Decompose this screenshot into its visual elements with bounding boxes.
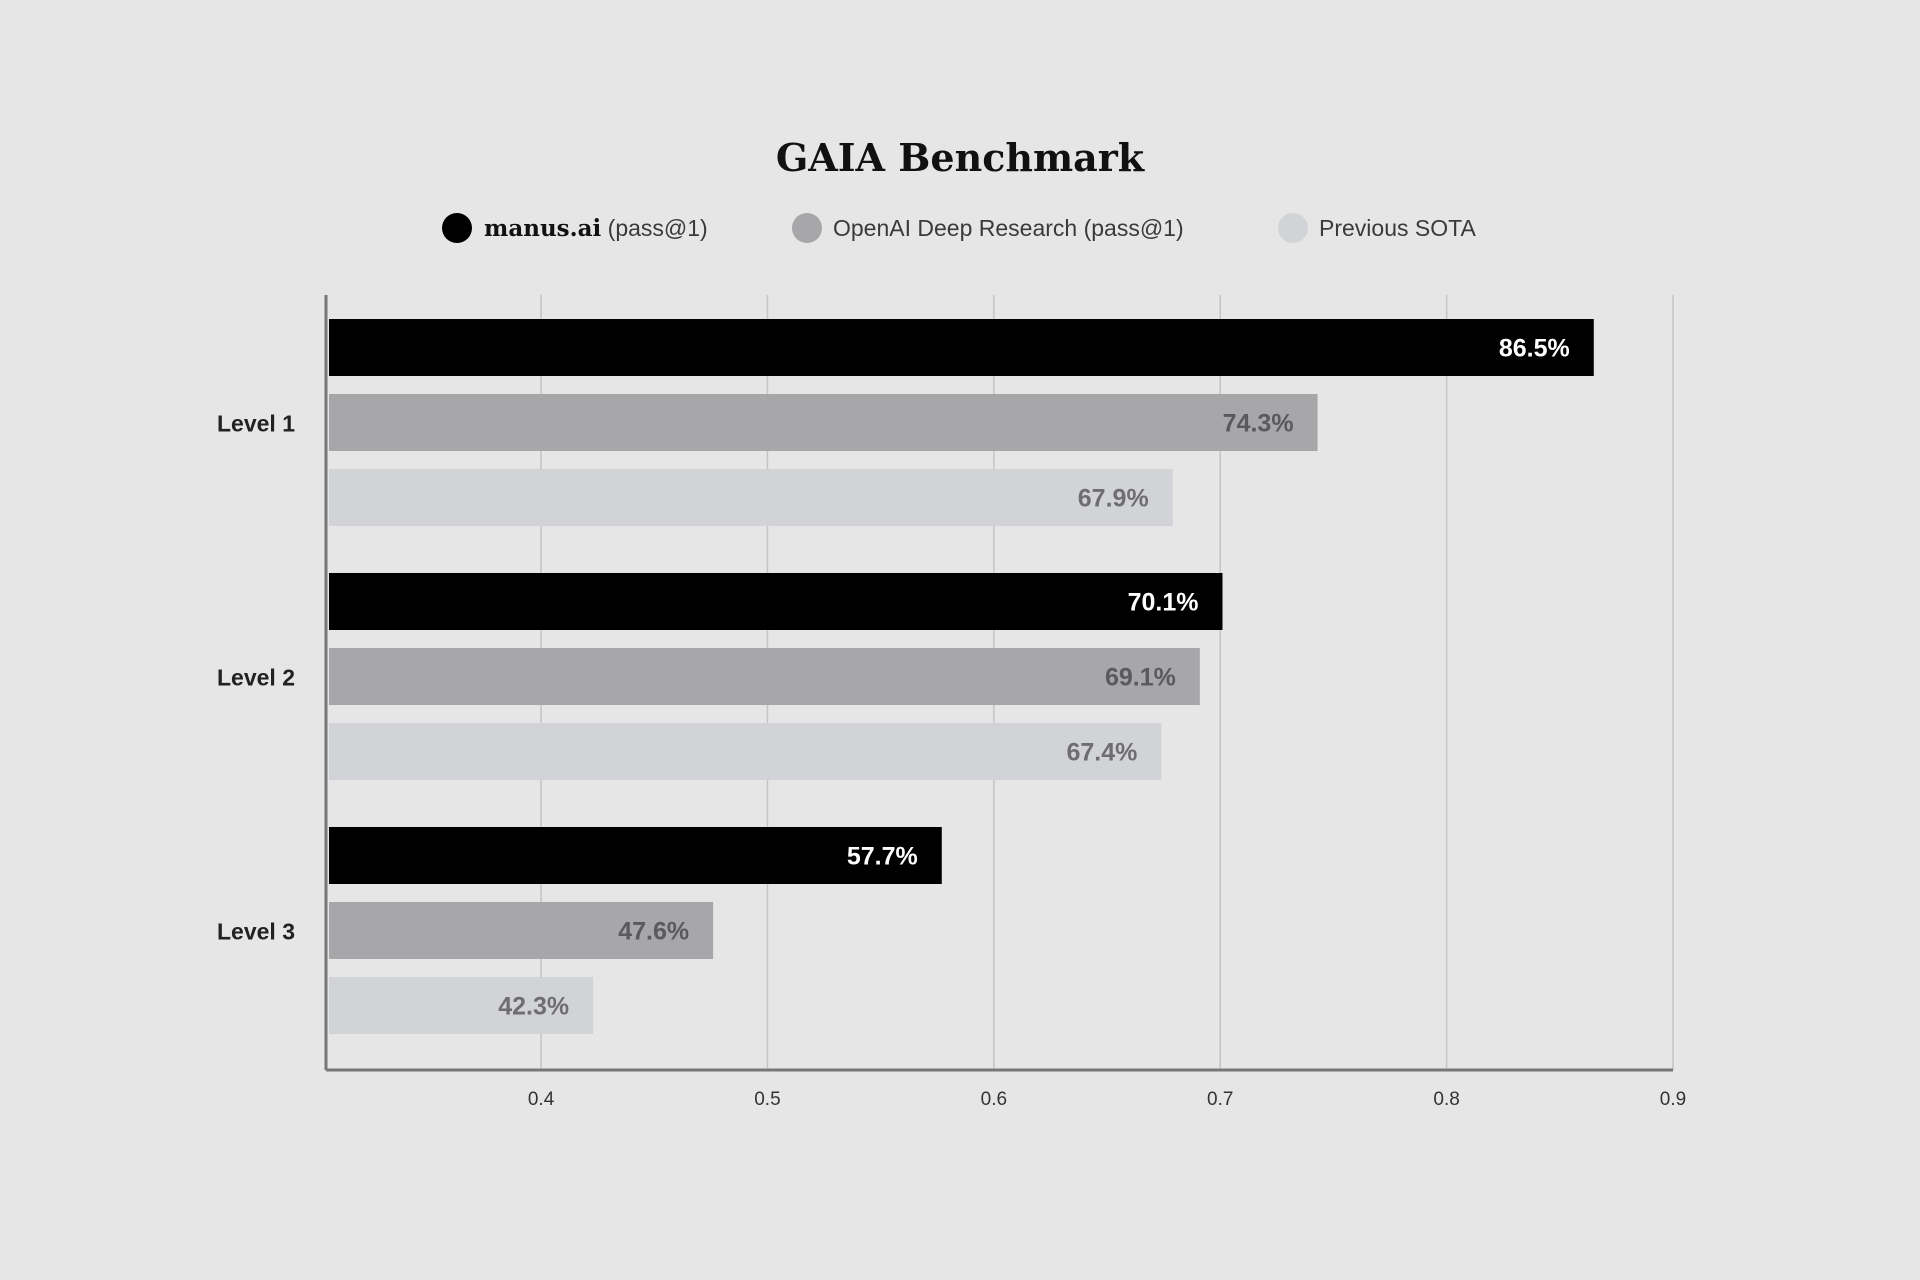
bar [329, 573, 1223, 630]
category-label: Level 3 [217, 919, 295, 945]
legend-label: manus.ai (pass@1) [484, 215, 708, 242]
data-label: 47.6% [618, 918, 689, 946]
category-label: Level 1 [217, 411, 295, 437]
x-tick-label: 0.5 [754, 1089, 780, 1110]
legend-suffix: (pass@1) [608, 215, 708, 241]
axes [324, 295, 1673, 1072]
x-tick-label: 0.9 [1660, 1089, 1686, 1110]
data-label: 74.3% [1223, 410, 1294, 438]
data-label: 67.9% [1078, 485, 1149, 513]
bar [329, 319, 1594, 376]
bars: 86.5% 74.3% 67.9% 70.1% 69.1% 67.4% 57.7% 47.6%… [329, 319, 1594, 1034]
bar [329, 469, 1173, 526]
legend-item: manus.ai (pass@1) [442, 213, 708, 243]
category-label: Level 2 [217, 665, 295, 691]
x-tick-label: 0.6 [981, 1089, 1007, 1110]
data-label: 42.3% [498, 993, 569, 1021]
chart-title: GAIA Benchmark [776, 135, 1145, 180]
legend-swatch [1278, 213, 1308, 243]
data-label: 67.4% [1066, 739, 1137, 767]
legend-brand: manus.ai [484, 215, 602, 242]
bar [329, 902, 714, 959]
legend-item: Previous SOTA [1278, 213, 1476, 243]
data-label: 69.1% [1105, 664, 1176, 692]
legend-swatch [442, 213, 472, 243]
bar [329, 723, 1162, 780]
bar [329, 648, 1200, 705]
legend: manus.ai (pass@1) OpenAI Deep Research (p… [442, 213, 1476, 243]
x-tick-label: 0.7 [1207, 1089, 1233, 1110]
legend-label: Previous SOTA [1319, 215, 1476, 241]
bar [329, 827, 942, 884]
bar [329, 977, 594, 1034]
data-label: 70.1% [1128, 589, 1199, 617]
bar [329, 394, 1318, 451]
x-tick-label: 0.8 [1433, 1089, 1459, 1110]
x-tick-label: 0.4 [528, 1089, 555, 1110]
legend-swatch [792, 213, 822, 243]
legend-label: OpenAI Deep Research (pass@1) [833, 215, 1184, 241]
x-axis-ticks: 0.4 0.5 0.6 0.7 0.8 0.9 [528, 1089, 1686, 1110]
category-labels: Level 1 Level 2 Level 3 [217, 411, 295, 945]
data-label: 57.7% [847, 843, 918, 871]
legend-item: OpenAI Deep Research (pass@1) [792, 213, 1184, 243]
data-label: 86.5% [1499, 335, 1570, 363]
